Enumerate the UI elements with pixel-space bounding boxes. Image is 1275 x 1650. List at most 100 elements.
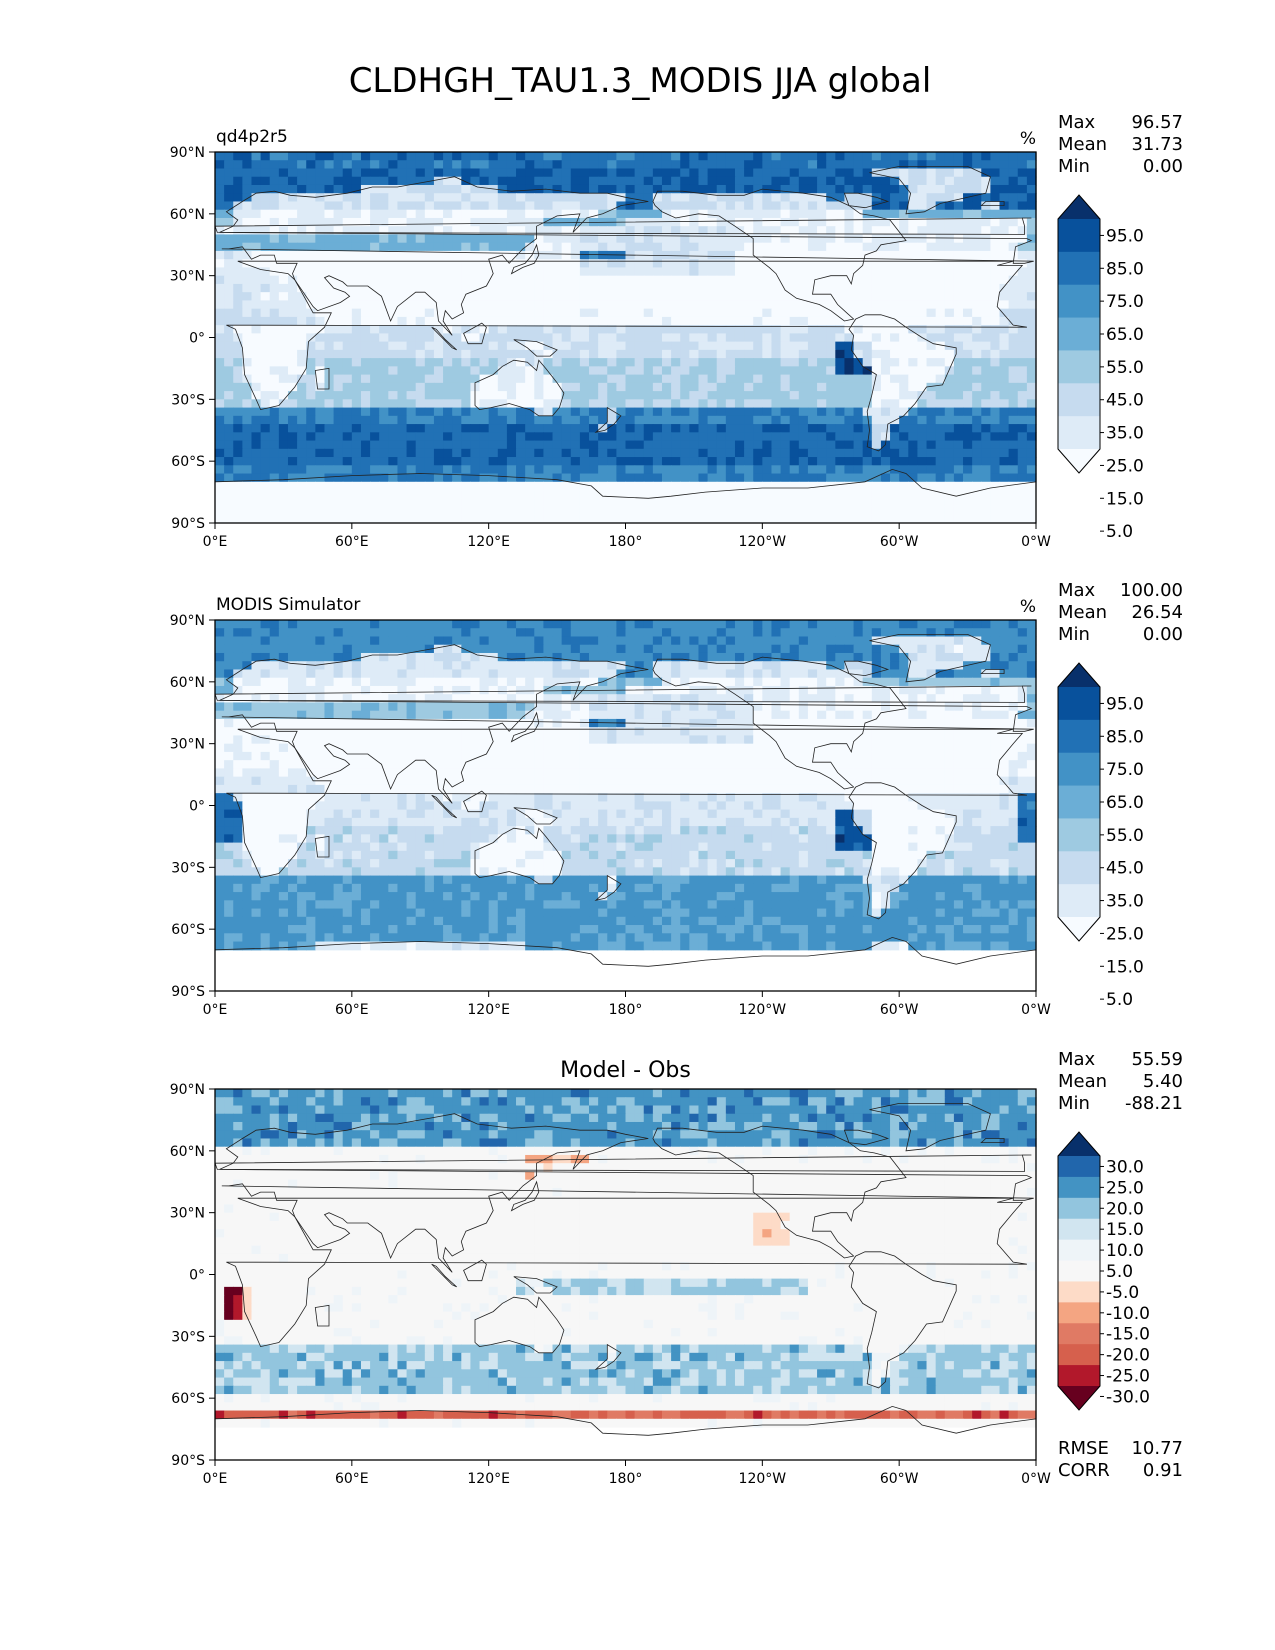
field-cell	[224, 168, 234, 178]
field-cell	[880, 184, 891, 194]
field-cell	[233, 465, 243, 475]
field-cell	[625, 341, 636, 351]
field-cell	[744, 325, 754, 334]
field-cell	[260, 432, 271, 442]
field-cell	[251, 226, 262, 236]
field-cell	[899, 300, 909, 310]
field-cell	[224, 432, 234, 442]
field-cell	[324, 250, 335, 260]
field-cell	[981, 652, 991, 662]
field-cell	[278, 267, 289, 277]
field-cell	[716, 325, 727, 334]
field-cell	[415, 259, 426, 269]
field-cell	[844, 399, 855, 409]
field-cell	[1026, 308, 1037, 318]
panel-title: qd4p2r5	[216, 127, 288, 147]
field-cell	[461, 168, 472, 178]
field-cell	[552, 193, 563, 203]
field-cell	[424, 201, 435, 211]
field-cell	[297, 160, 307, 170]
field-cell	[479, 292, 490, 301]
field-cell	[652, 620, 663, 629]
field-cell	[661, 152, 672, 161]
field-cell	[315, 176, 326, 186]
field-cell	[589, 300, 599, 310]
field-cell	[461, 349, 472, 359]
field-cell	[789, 498, 800, 508]
field-cell	[287, 267, 298, 277]
field-cell	[899, 193, 909, 203]
field-cell	[406, 391, 417, 400]
field-cell	[598, 184, 608, 194]
field-cell	[661, 628, 672, 638]
field-cell	[744, 506, 754, 516]
field-cell	[734, 481, 745, 491]
field-cell	[370, 275, 380, 285]
field-cell	[771, 267, 782, 277]
field-cell	[990, 234, 1001, 244]
field-cell	[999, 620, 1010, 629]
field-cell	[643, 685, 654, 695]
field-cell	[598, 448, 608, 458]
field-cell	[789, 481, 800, 491]
field-cell	[835, 677, 846, 687]
field-cell	[470, 358, 481, 367]
field-cell	[707, 366, 718, 376]
field-cell	[1026, 242, 1037, 252]
field-cell	[607, 325, 617, 334]
field-cell	[333, 292, 344, 301]
field-cell	[406, 669, 417, 679]
field-cell	[908, 275, 919, 285]
field-cell	[233, 209, 243, 219]
field-cell	[671, 325, 681, 334]
field-cell	[497, 300, 508, 310]
field-cell	[287, 160, 298, 170]
field-cell	[324, 300, 335, 310]
field-cell	[215, 242, 225, 252]
field-cell	[1008, 374, 1019, 384]
field-cell	[807, 325, 818, 334]
panel-units: %	[1020, 129, 1036, 149]
field-cell	[680, 391, 690, 400]
field-cell	[835, 374, 846, 384]
coastline	[219, 176, 1034, 336]
field-cell	[826, 168, 836, 178]
field-cell	[579, 407, 590, 417]
field-cell	[963, 341, 973, 351]
field-cell	[890, 267, 900, 277]
field-cell	[461, 176, 472, 186]
field-cell	[625, 490, 636, 499]
field-cell	[862, 308, 873, 318]
field-cell	[306, 448, 316, 458]
field-cell	[388, 316, 399, 326]
field-cell	[461, 628, 472, 638]
field-cell	[269, 209, 280, 219]
field-cell	[315, 300, 326, 310]
field-cell	[990, 152, 1001, 161]
field-cell	[306, 685, 316, 695]
field-cell	[479, 685, 490, 695]
field-cell	[780, 628, 791, 638]
field-cell	[753, 652, 763, 662]
field-cell	[625, 457, 636, 466]
field-cell	[433, 358, 444, 367]
field-cell	[260, 374, 271, 384]
field-cell	[643, 620, 654, 629]
field-cell	[826, 677, 836, 687]
coastline	[214, 217, 1032, 235]
field-cell	[798, 465, 809, 475]
field-cell	[844, 677, 855, 687]
field-cell	[342, 184, 353, 194]
field-cell	[461, 481, 472, 491]
field-cell	[616, 184, 627, 194]
field-cell	[698, 325, 709, 334]
field-cell	[497, 283, 508, 293]
field-cell	[534, 636, 544, 646]
field-cell	[360, 432, 371, 442]
field-cell	[963, 366, 973, 376]
field-cell	[634, 457, 645, 466]
field-cell	[1017, 184, 1028, 194]
field-cell	[835, 620, 846, 629]
field-cell	[981, 358, 991, 367]
field-cell	[552, 382, 563, 392]
